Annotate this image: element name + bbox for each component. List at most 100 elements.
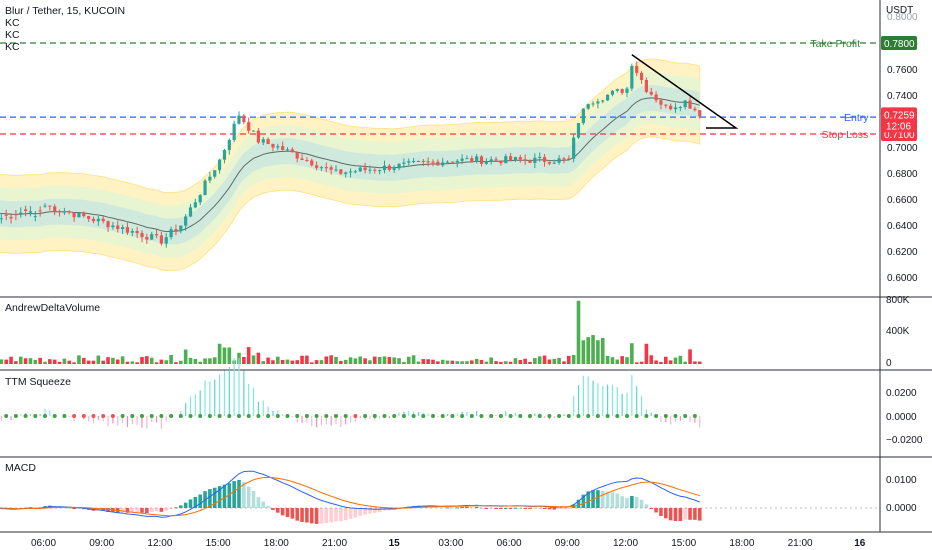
macd-histogram-bar	[639, 499, 644, 508]
volume-bar	[402, 362, 406, 364]
volume-bar	[479, 359, 484, 364]
squeeze-dot	[450, 414, 455, 418]
volume-bar	[693, 361, 697, 364]
candle-body	[353, 171, 357, 173]
candle-body	[300, 158, 304, 160]
volume-bar	[571, 355, 576, 364]
candle-body	[203, 180, 207, 196]
macd-histogram-bar	[688, 508, 692, 520]
volume-bar	[697, 361, 702, 364]
squeeze-dot	[130, 414, 135, 418]
candle-body	[581, 108, 585, 124]
volume-bar	[285, 359, 290, 364]
squeeze-dot	[23, 414, 28, 418]
macd-histogram-bar	[605, 491, 610, 508]
candle-body	[436, 161, 440, 166]
candle-body	[479, 156, 484, 164]
candle-body	[96, 218, 100, 222]
volume-bar	[678, 355, 683, 364]
volume-bar	[203, 358, 207, 364]
macd-histogram-bar	[188, 499, 193, 508]
volume-bar	[62, 358, 67, 364]
squeeze-dot	[188, 414, 193, 418]
candle-body	[121, 227, 125, 230]
candle-body	[649, 91, 653, 95]
candle-body	[397, 163, 401, 169]
candle-body	[111, 225, 115, 228]
volume-bar	[324, 356, 329, 364]
volume-bar	[280, 359, 285, 364]
squeeze-dot	[275, 414, 280, 418]
indicator-kc-2[interactable]: KC	[5, 29, 20, 41]
volume-bar	[552, 358, 557, 364]
macd-histogram-bar	[319, 508, 324, 524]
squeeze-dot	[547, 414, 552, 418]
volume-pane-title: AndrewDeltaVolume	[5, 302, 101, 314]
squeeze-dot	[508, 414, 513, 418]
candle-body	[271, 143, 275, 148]
volume-bar	[0, 359, 4, 364]
candle-body	[363, 167, 367, 171]
volume-bar	[363, 358, 367, 364]
volume-bar	[508, 361, 513, 364]
volume-tick-label: 400K	[886, 326, 910, 337]
candle-body	[150, 234, 154, 240]
squeeze-dot	[460, 414, 465, 418]
candle-body	[557, 158, 561, 163]
squeeze-dot	[557, 414, 562, 418]
candle-body	[329, 167, 333, 170]
candle-body	[179, 225, 183, 232]
macd-histogram-bar	[251, 490, 256, 508]
volume-bar	[115, 359, 120, 364]
macd-histogram-bar	[295, 508, 299, 521]
macd-histogram-bar	[649, 508, 654, 509]
price-tick-label: 0.7000	[887, 143, 918, 154]
volume-bar	[377, 356, 382, 364]
macd-histogram-bar	[445, 507, 450, 509]
macd-histogram-bar	[436, 507, 440, 509]
candle-body	[499, 160, 503, 164]
candle-body	[669, 105, 673, 110]
macd-histogram-bar	[149, 508, 154, 512]
volume-bar	[634, 362, 639, 364]
macd-signal-line	[0, 476, 700, 517]
volume-bar	[111, 357, 115, 364]
volume-bar	[72, 362, 76, 364]
volume-bar	[145, 356, 149, 364]
volume-bar	[397, 358, 401, 364]
squeeze-tick-label: −0.0200	[886, 435, 923, 446]
macd-histogram-bar	[664, 508, 668, 519]
volume-bar	[348, 357, 353, 364]
volume-bar	[639, 361, 644, 364]
volume-bar	[489, 357, 493, 364]
indicator-kc-3[interactable]: KC	[5, 41, 20, 53]
macd-histogram-bar	[450, 507, 455, 509]
candle-body	[28, 211, 33, 213]
volume-bar	[659, 361, 663, 364]
candle-body	[412, 161, 416, 163]
squeeze-dot	[334, 414, 338, 418]
time-tick-label: 12:00	[613, 538, 638, 549]
macd-histogram-bar	[334, 508, 338, 522]
volume-bar	[227, 347, 232, 364]
volume-bar	[208, 358, 212, 364]
volume-bar	[290, 360, 295, 364]
squeeze-dot	[81, 414, 86, 418]
volume-bar	[537, 356, 542, 364]
candle-body	[4, 214, 8, 216]
time-tick-label: 16	[854, 538, 866, 549]
candle-body	[305, 159, 309, 161]
candle-body	[639, 72, 644, 80]
candle-body	[475, 156, 479, 162]
indicator-kc-1[interactable]: KC	[5, 17, 20, 29]
volume-bar	[620, 356, 624, 364]
squeeze-dot	[392, 414, 397, 418]
candle-body	[232, 123, 236, 140]
candle-body	[465, 158, 469, 160]
macd-histogram-bar	[368, 508, 372, 514]
candle-body	[625, 88, 629, 93]
squeeze-dot	[644, 414, 649, 418]
macd-histogram-bar	[242, 482, 246, 508]
squeeze-dot	[634, 414, 639, 418]
